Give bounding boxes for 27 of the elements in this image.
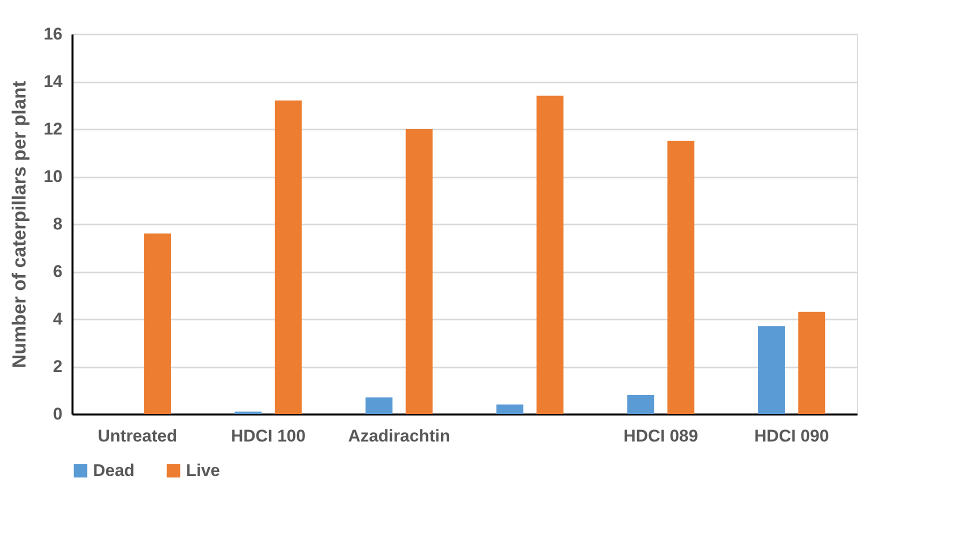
bar bbox=[667, 140, 694, 414]
y-tick-label: 2 bbox=[53, 357, 62, 376]
y-tick-label: 0 bbox=[53, 404, 62, 424]
x-tick-label: Untreated bbox=[98, 426, 178, 446]
bar bbox=[406, 129, 433, 414]
y-tick-label: 8 bbox=[53, 214, 62, 234]
legend-label: Dead bbox=[93, 460, 135, 480]
bar bbox=[798, 312, 826, 414]
bar bbox=[366, 397, 392, 414]
y-tick-label: 14 bbox=[44, 72, 64, 91]
y-axis-title: Number of caterpillars per plant bbox=[10, 80, 31, 368]
y-tick-label: 12 bbox=[44, 120, 62, 138]
y-tick-label: 4 bbox=[53, 310, 64, 328]
legend-label: Live bbox=[186, 460, 220, 480]
x-tick-label: HDCI 089 bbox=[623, 426, 698, 446]
bar bbox=[536, 96, 564, 414]
bar bbox=[274, 100, 302, 414]
bar bbox=[144, 234, 171, 414]
y-tick-label: 16 bbox=[44, 24, 62, 44]
bar bbox=[496, 404, 524, 414]
x-tick-label: Azadirachtin bbox=[348, 426, 450, 446]
y-tick-label: 10 bbox=[44, 167, 62, 186]
x-tick-label: HDCI 090 bbox=[754, 426, 829, 446]
bar bbox=[627, 395, 654, 414]
y-tick-label: 6 bbox=[53, 262, 62, 281]
x-tick-label: HDCI 100 bbox=[230, 426, 306, 446]
bar bbox=[758, 326, 785, 414]
